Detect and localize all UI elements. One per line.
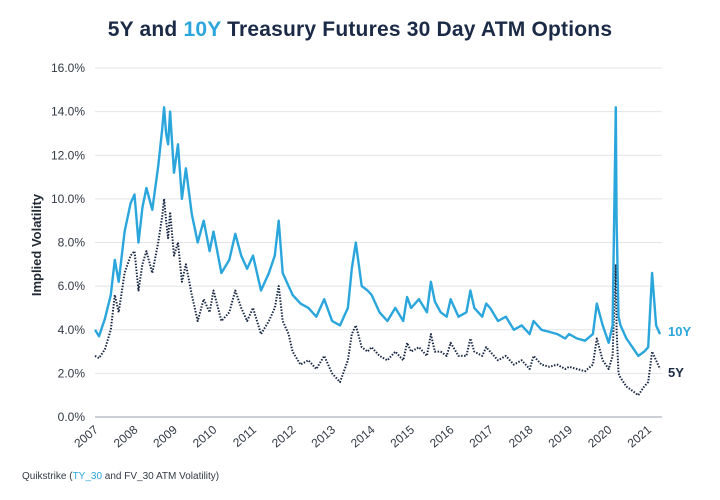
y-tick-label: 14.0%: [51, 105, 85, 119]
y-tick-label: 2.0%: [58, 366, 86, 380]
source-rest: and FV_30 ATM Volatility): [102, 471, 220, 482]
source-prefix: Quikstrike (: [22, 471, 73, 482]
x-tick-label: 2021: [625, 422, 655, 450]
y-axis-ticks: 0.0% 2.0% 4.0% 6.0% 8.0% 10.0% 12.0% 14.0% 16.0%: [51, 61, 85, 424]
source-note: Quikstrike (TY_30 and FV_30 ATM Volatili…: [22, 471, 219, 482]
x-tick-label: 2009: [150, 422, 180, 450]
source-ty30: TY_30: [72, 471, 103, 482]
title-part-10y: 10Y: [183, 18, 222, 41]
y-tick-label: 16.0%: [51, 61, 85, 75]
x-tick-label: 2013: [309, 422, 339, 450]
x-tick-label: 2017: [467, 422, 497, 450]
x-tick-label: 2011: [230, 422, 259, 450]
chart-title: 5Y and 10Y Treasury Futures 30 Day ATM O…: [0, 18, 720, 42]
series-line-5y: [94, 197, 661, 397]
y-tick-label: 8.0%: [58, 236, 86, 250]
x-tick-label: 2016: [427, 422, 457, 450]
y-tick-label: 0.0%: [58, 410, 86, 424]
title-part-rest: Treasury Futures 30 Day ATM Options: [221, 18, 613, 41]
y-tick-label: 12.0%: [51, 148, 85, 162]
x-tick-label: 2008: [111, 422, 141, 450]
y-tick-label: 10.0%: [51, 192, 85, 206]
x-tick-label: 2007: [71, 422, 101, 450]
x-tick-label: 2014: [348, 422, 378, 450]
series-line-10y: [93, 106, 662, 358]
x-tick-label: 2015: [388, 422, 418, 450]
end-label-10y: 10Y: [668, 324, 691, 339]
x-tick-label: 2012: [269, 422, 299, 450]
x-axis-ticks: 2007 2008 2009 2010 2011 2012 2013 2014 2015 2016…: [71, 422, 654, 450]
title-part-5y: 5Y and: [107, 18, 184, 41]
x-tick-label: 2018: [506, 422, 536, 450]
y-axis-label: Implied Volatility: [29, 193, 44, 296]
y-tick-label: 4.0%: [58, 323, 86, 337]
grid-lines: [95, 67, 662, 418]
x-tick-label: 2020: [585, 422, 615, 450]
series-lines: [93, 106, 662, 397]
x-tick-label: 2010: [190, 422, 220, 450]
y-tick-label: 6.0%: [58, 279, 86, 293]
x-tick-label: 2019: [546, 422, 576, 450]
end-label-5y: 5Y: [668, 365, 684, 380]
series-end-labels: 10Y 5Y: [668, 324, 691, 380]
